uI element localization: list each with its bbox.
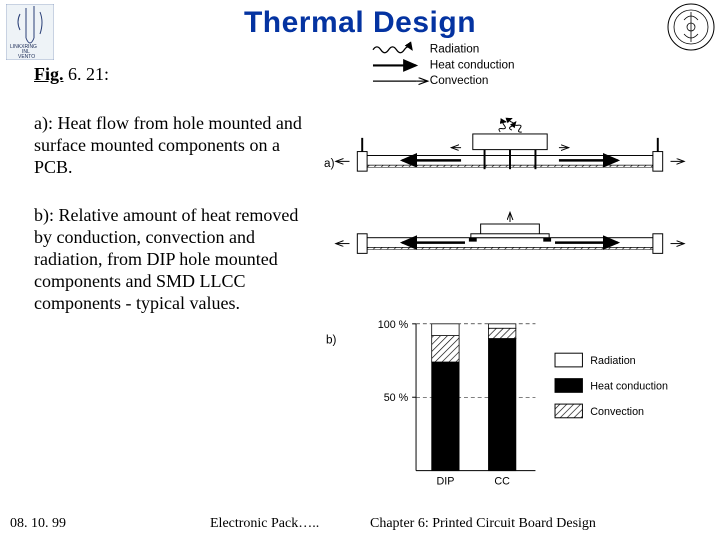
svg-text:50 %: 50 % bbox=[384, 392, 409, 404]
bar-segment bbox=[432, 362, 459, 471]
svg-text:Radiation: Radiation bbox=[590, 355, 635, 367]
svg-text:DIP: DIP bbox=[436, 475, 454, 487]
diagram-a: a) bbox=[324, 118, 684, 253]
legend-convection: Convection bbox=[430, 74, 489, 87]
figure-number: 6. 21: bbox=[68, 64, 109, 84]
paragraph-b: b): Relative amount of heat removed by c… bbox=[34, 205, 304, 315]
bar-segment bbox=[488, 339, 515, 471]
bar-segment bbox=[488, 324, 515, 328]
svg-text:Convection: Convection bbox=[590, 406, 644, 418]
bar-segment bbox=[432, 324, 459, 336]
svg-text:Heat conduction: Heat conduction bbox=[590, 380, 668, 392]
chart-b: b) 100 % 50 % DIP CC Radiation Heat conduction… bbox=[326, 319, 668, 488]
label-b: b) bbox=[326, 333, 337, 346]
footer-chapter: Chapter 6: Printed Circuit Board Design bbox=[370, 516, 596, 532]
legend-radiation: Radiation bbox=[430, 43, 480, 56]
bar-segment bbox=[488, 328, 515, 338]
svg-text:100 %: 100 % bbox=[378, 319, 409, 331]
paragraph-a: a): Heat flow from hole mounted and surf… bbox=[34, 113, 304, 179]
figure-caption: Fig. 6. 21: bbox=[34, 64, 304, 85]
footer-date: 08. 10. 99 bbox=[10, 516, 66, 532]
svg-text:CC: CC bbox=[494, 475, 510, 487]
figure-composite: Radiation Heat conduction Convection a) bbox=[310, 40, 710, 500]
legend-conduction: Heat conduction bbox=[430, 58, 515, 71]
slide: LINKXRING INL VENTO Thermal Design Fig. … bbox=[0, 0, 720, 540]
footer-mid: Electronic Pack….. bbox=[210, 516, 319, 532]
chart-legend: Radiation Heat conduction Convection bbox=[555, 353, 668, 418]
svg-text:VENTO: VENTO bbox=[18, 54, 35, 60]
bar-segment bbox=[432, 336, 459, 362]
label-a: a) bbox=[324, 157, 335, 170]
page-title: Thermal Design bbox=[0, 6, 720, 40]
figure-label: Fig. bbox=[34, 64, 64, 84]
text-column: Fig. 6. 21: a): Heat flow from hole moun… bbox=[34, 64, 304, 315]
legend-top: Radiation Heat conduction Convection bbox=[373, 43, 515, 87]
